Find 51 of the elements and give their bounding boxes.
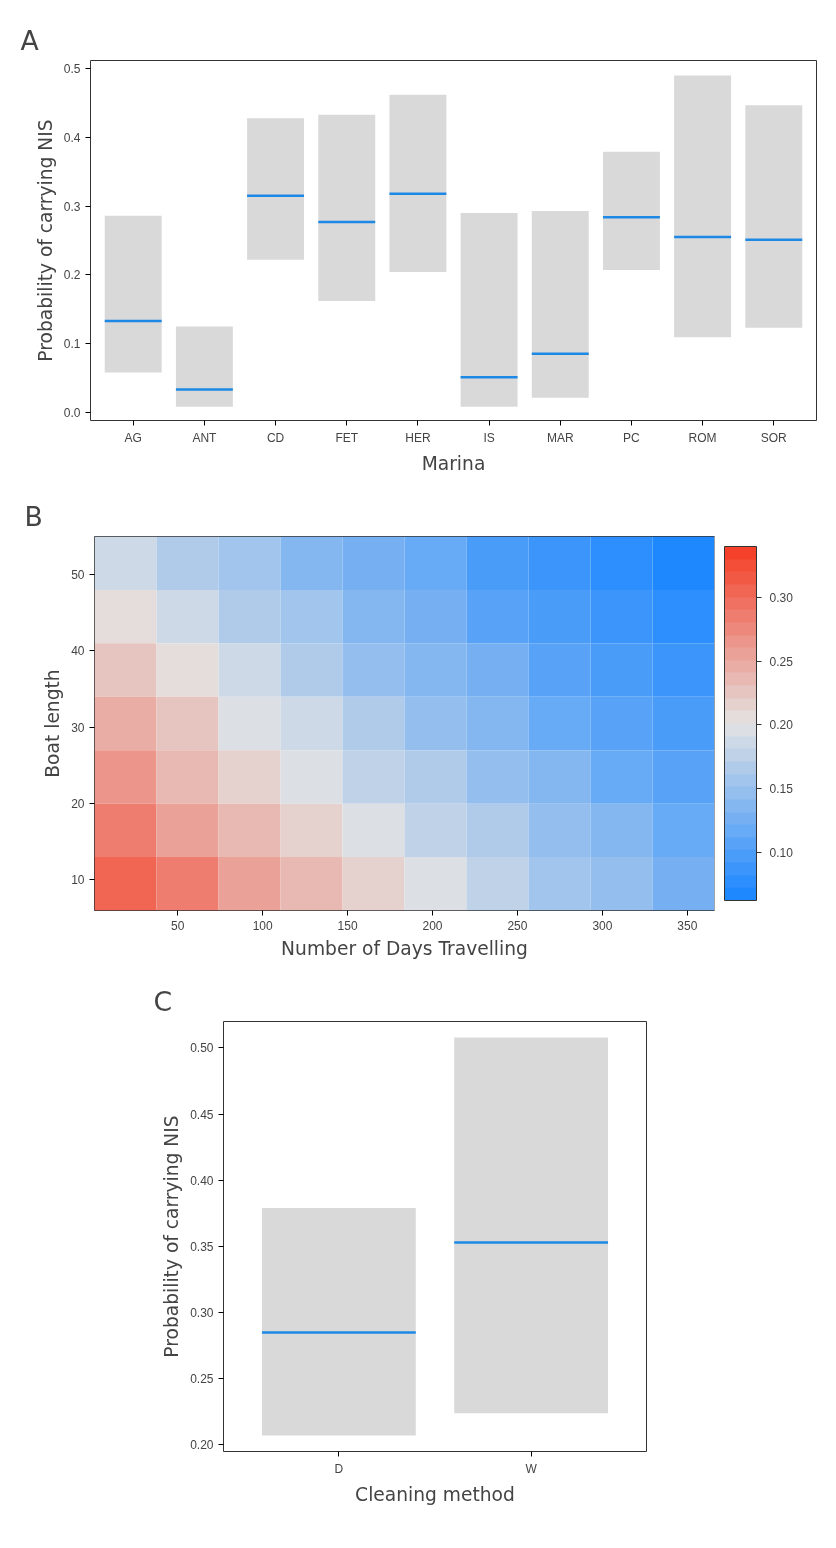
y-tick-label: 30 [71,720,85,735]
y-tick-label: 0.50 [190,1041,214,1056]
y-tick-label: 0.1 [63,337,81,352]
color-bar-label: 0.20 [769,718,794,733]
x-tick-label: 50 [171,918,185,933]
y-tick-label: 50 [71,568,85,583]
x-tick-label: 100 [252,918,273,933]
color-bar-label: 0.10 [769,845,794,860]
color-bar-label: 0.25 [769,654,794,669]
x-axis-title: Number of Days Travelling [281,937,528,959]
y-tick-label: 0.5 [63,62,81,77]
x-tick-label: 300 [592,918,613,933]
x-tick-label: FET [335,430,359,445]
x-axis-title: Marina [421,452,486,474]
y-tick-label: 0.25 [190,1372,214,1387]
x-tick-label: CD [266,430,285,445]
chart-title: B [24,500,43,532]
x-tick-label: 200 [422,918,443,933]
y-tick-label: 0.35 [190,1239,214,1254]
y-tick-label: 40 [71,644,85,659]
x-tick-label: MAR [546,430,574,445]
x-tick-label: IS [483,430,495,445]
y-axis-title: Probability of carrying NIS [34,119,56,362]
y-tick-label: 20 [71,797,85,812]
x-tick-label: 150 [337,918,358,933]
x-tick-label: 350 [677,918,698,933]
x-tick-label: D [334,1461,344,1476]
y-axis-title: Probability of carrying NIS [161,1115,183,1358]
y-tick-label: 0.40 [190,1173,214,1188]
x-tick-label: ANT [192,430,218,445]
y-tick-label: 10 [71,873,85,888]
chart-title: C [153,985,173,1017]
y-tick-label: 0.20 [190,1438,214,1453]
x-tick-label: 250 [507,918,528,933]
y-tick-label: 0.3 [63,199,81,214]
y-tick-label: 0.30 [190,1306,214,1321]
y-tick-label: 0.2 [63,268,81,283]
x-tick-label: W [525,1461,538,1476]
color-bar-label: 0.30 [769,590,794,605]
x-tick-label: HER [405,430,431,445]
color-bar-label: 0.15 [769,781,794,796]
x-tick-label: SOR [760,430,788,445]
x-tick-label: AG [124,430,142,445]
y-axis-title: Boat length [42,669,64,778]
y-tick-label: 0.45 [190,1107,214,1122]
chart-title: A [20,24,40,56]
x-axis-title: Cleaning method [355,1483,515,1505]
x-tick-label: PC [623,430,641,445]
y-tick-label: 0.0 [63,405,81,420]
y-tick-label: 0.4 [63,130,81,145]
x-tick-label: ROM [688,430,717,445]
